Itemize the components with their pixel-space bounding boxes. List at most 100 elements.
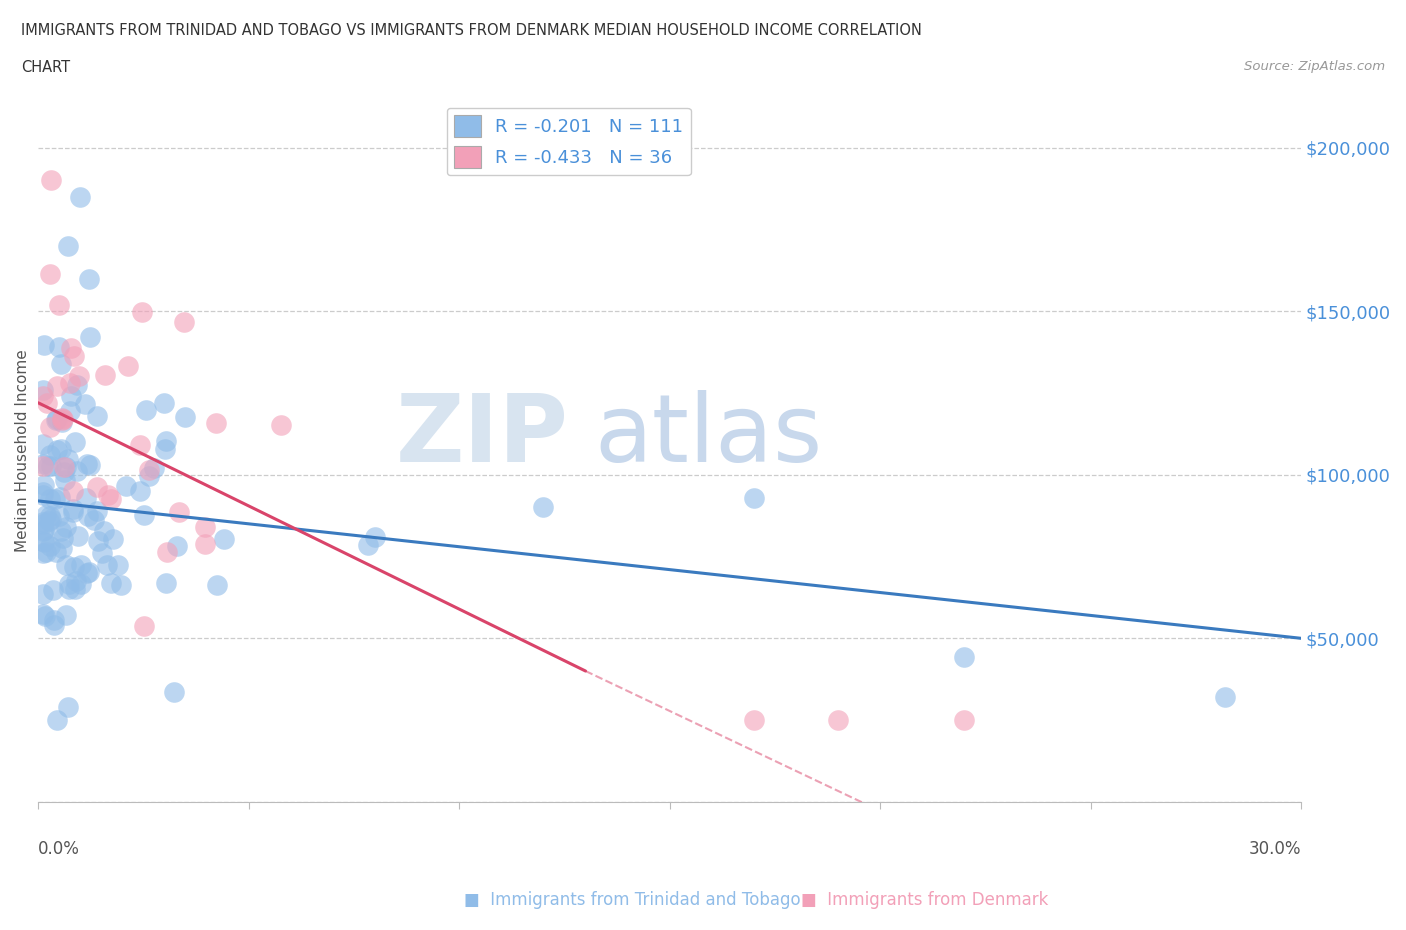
Point [75,490,97,505]
Point [59,389,82,404]
Point [76,457,98,472]
Point [86,480,108,495]
Point [58,577,80,591]
Point [34,535,56,550]
Legend: R = -0.201   N = 111, R = -0.433   N = 36: R = -0.201 N = 111, R = -0.433 N = 36 [447,108,690,175]
Point [153,441,176,456]
Point [153,396,176,411]
Point [38,513,60,528]
Point [58,582,80,597]
Point [79,458,101,472]
Point [173,314,195,329]
Point [45,412,67,427]
Point [56,451,79,466]
Point [39,419,62,434]
Point [39,508,62,523]
Point [62,484,84,498]
Point [953,712,976,727]
Point [91,546,114,561]
Point [45,379,67,393]
Point [135,403,157,418]
Point [51,524,73,538]
Point [59,404,82,418]
Point [39,173,62,188]
Text: 30.0%: 30.0% [1249,841,1301,858]
Point [67,368,90,383]
Point [34,609,56,624]
Point [63,435,86,450]
Point [62,501,84,516]
Point [31,514,53,529]
Point [31,457,53,472]
Point [63,560,86,575]
Point [49,490,72,505]
Point [357,538,380,552]
Point [42,582,65,597]
Point [212,532,235,547]
Point [128,484,150,498]
Point [31,437,53,452]
Point [62,349,84,364]
Text: ■  Immigrants from Trinidad and Tobago: ■ Immigrants from Trinidad and Tobago [464,891,800,910]
Point [59,376,82,391]
Point [52,412,75,427]
Point [45,412,67,427]
Text: IMMIGRANTS FROM TRINIDAD AND TOBAGO VS IMMIGRANTS FROM DENMARK MEDIAN HOUSEHOLD : IMMIGRANTS FROM TRINIDAD AND TOBAGO VS I… [21,23,922,38]
Point [31,487,53,502]
Point [56,238,79,253]
Point [163,684,186,699]
Point [86,408,108,423]
Point [155,433,177,448]
Point [65,573,87,588]
Point [742,490,765,505]
Point [79,565,101,579]
Point [48,339,70,354]
Point [194,520,217,535]
Point [65,582,87,597]
Point [270,418,292,432]
Point [364,530,387,545]
Point [32,477,55,492]
Point [143,460,166,475]
Point [69,190,91,205]
Point [93,367,115,382]
Point [44,612,66,627]
Text: ZIP: ZIP [395,391,568,482]
Point [31,458,53,473]
Point [49,441,72,456]
Point [37,395,59,410]
Point [194,536,217,551]
Point [31,586,53,601]
Point [827,712,849,727]
Point [953,649,976,664]
Y-axis label: Median Household Income: Median Household Income [15,349,30,551]
Point [31,383,53,398]
Point [117,359,139,374]
Point [96,558,118,573]
Point [166,538,188,553]
Point [70,558,93,573]
Point [86,504,108,519]
Point [100,492,122,507]
Point [53,472,76,487]
Point [83,512,105,527]
Point [51,415,73,430]
Point [131,305,153,320]
Point [100,576,122,591]
Point [55,520,77,535]
Point [48,298,70,312]
Point [173,409,195,424]
Point [45,712,67,727]
Point [70,577,93,591]
Point [97,488,120,503]
Point [55,459,77,474]
Point [132,507,155,522]
Point [45,544,67,559]
Point [31,516,53,531]
Point [205,578,228,592]
Point [101,532,124,547]
Point [138,469,160,484]
Point [87,534,110,549]
Point [38,447,60,462]
Point [1213,690,1236,705]
